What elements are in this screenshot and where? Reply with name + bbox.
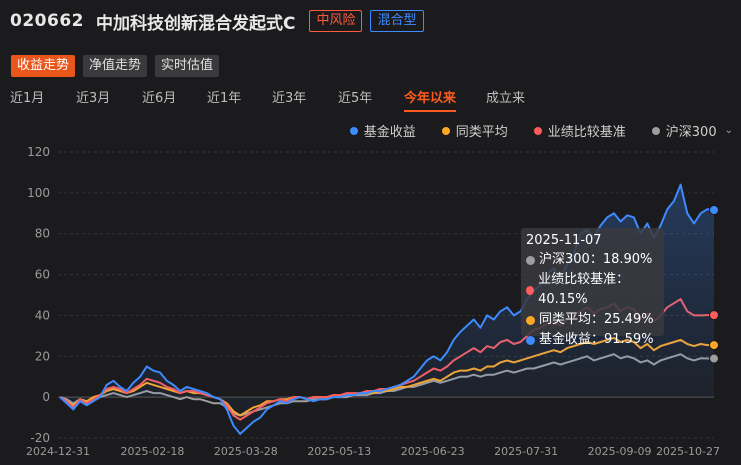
range-5y[interactable]: 近5年 <box>338 91 373 106</box>
series-line-0 <box>59 183 715 435</box>
chart-legend: 基金收益 同类平均 业绩比较基准 沪深300 ⌄ <box>349 121 733 140</box>
legend-fund-return[interactable]: 基金收益 <box>349 121 416 140</box>
x-tick-label: 2025-02-18 <box>120 445 184 458</box>
tooltip-row-csi300: 沪深300：18.90% <box>526 250 664 270</box>
tooltip-label: 沪深300：18.90% <box>539 252 653 267</box>
tab-nav-trend[interactable]: 净值走势 <box>83 55 148 77</box>
chevron-down-icon[interactable]: ⌄ <box>724 125 733 136</box>
fund-name: 中加科技创新混合发起式C <box>95 13 296 34</box>
y-tick-label: 0 <box>42 390 50 404</box>
range-since-inception[interactable]: 成立来 <box>486 91 526 106</box>
range-ytd[interactable]: 今年以来 <box>404 91 457 112</box>
legend-csi300[interactable]: 沪深300 <box>651 121 717 140</box>
range-3m[interactable]: 近3月 <box>76 91 111 106</box>
series-endpoint-0 <box>709 205 719 216</box>
y-tick-label: 100 <box>27 186 50 200</box>
x-tick-label: 2025-07-31 <box>494 445 558 458</box>
tooltip-label: 业绩比较基准：40.15% <box>538 272 630 307</box>
tooltip-dot <box>526 335 535 345</box>
tooltip-row-benchmark: 业绩比较基准：40.15% <box>526 270 664 310</box>
series-endpoint-2 <box>709 310 719 321</box>
legend-label: 同类平均 <box>455 125 508 140</box>
x-tick-label: 2025-05-13 <box>307 445 371 458</box>
legend-label: 业绩比较基准 <box>547 125 626 140</box>
legend-dot <box>651 126 660 135</box>
y-tick-label: 20 <box>35 349 50 363</box>
range-1y[interactable]: 近1年 <box>207 91 242 106</box>
type-badge: 混合型 <box>370 10 424 32</box>
y-tick-label: -20 <box>30 431 50 445</box>
y-tick-label: 60 <box>35 268 50 282</box>
tooltip-label: 同类平均：25.49% <box>539 312 654 327</box>
tooltip-dot <box>526 255 535 265</box>
view-tabs: 收益走势 净值走势 实时估值 <box>11 55 220 77</box>
fund-code: 020662 <box>10 11 84 31</box>
legend-label: 基金收益 <box>363 125 416 140</box>
x-tick-label: 2024-12-31 <box>26 445 90 458</box>
tab-realtime-estimate[interactable]: 实时估值 <box>155 55 220 77</box>
x-tick-label: 2025-06-23 <box>401 445 465 458</box>
range-tabs: 近1月 近3月 近6月 近1年 近3年 近5年 今年以来 成立来 <box>10 90 526 112</box>
fund-area-fill <box>60 184 714 434</box>
x-tick-label: 2025-03-28 <box>214 445 278 458</box>
tooltip-row-fund: 基金收益：91.59% <box>526 330 664 350</box>
range-3y[interactable]: 近3年 <box>272 91 307 106</box>
tab-return-trend[interactable]: 收益走势 <box>11 55 76 77</box>
x-tick-label: 2025-10-27 <box>656 445 720 458</box>
x-tick-label: 2025-09-09 <box>588 445 652 458</box>
tooltip-label: 基金收益：91.59% <box>539 332 654 347</box>
legend-peer-average[interactable]: 同类平均 <box>441 121 508 140</box>
series-endpoint-3 <box>709 353 719 364</box>
range-1m[interactable]: 近1月 <box>10 91 45 106</box>
y-tick-label: 80 <box>35 227 50 241</box>
y-tick-label: 120 <box>27 145 50 159</box>
legend-label: 沪深300 <box>665 125 717 140</box>
chart-tooltip: 2025-11-07 沪深300：18.90% 业绩比较基准：40.15% 同类… <box>521 228 664 347</box>
tooltip-row-peer: 同类平均：25.49% <box>526 310 664 330</box>
legend-dot <box>441 126 450 135</box>
y-tick-label: 40 <box>35 308 50 322</box>
tooltip-dot <box>526 285 535 295</box>
legend-dot <box>533 126 542 135</box>
range-6m[interactable]: 近6月 <box>142 91 177 106</box>
risk-badge: 中风险 <box>309 10 363 32</box>
legend-dot <box>349 126 358 135</box>
legend-benchmark[interactable]: 业绩比较基准 <box>533 121 626 140</box>
series-endpoint-1 <box>709 340 719 351</box>
fund-header: 020662 中加科技创新混合发起式C 中风险 混合型 <box>10 8 424 34</box>
tooltip-dot <box>526 315 535 325</box>
tooltip-date: 2025-11-07 <box>526 233 602 248</box>
